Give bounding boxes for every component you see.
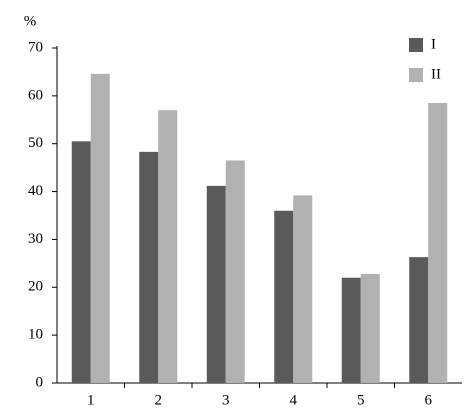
y-axis-label: % <box>24 13 37 29</box>
y-tick-label: 70 <box>28 39 43 55</box>
bar <box>293 195 313 383</box>
y-tick-label: 60 <box>28 87 43 103</box>
bar <box>428 103 448 384</box>
legend-label: II <box>431 66 441 82</box>
bar <box>274 210 294 383</box>
legend-swatch <box>409 68 423 82</box>
bar <box>409 257 429 383</box>
y-tick-label: 20 <box>28 279 43 295</box>
bar <box>158 110 178 383</box>
y-tick-label: 40 <box>28 183 43 199</box>
x-tick-label: 2 <box>155 392 163 408</box>
bar <box>139 151 159 383</box>
x-tick-label: 3 <box>222 392 230 408</box>
y-tick-label: 30 <box>28 231 43 247</box>
bar <box>225 160 245 383</box>
y-tick-label: 10 <box>28 327 43 343</box>
x-tick-label: 6 <box>425 392 433 408</box>
legend-swatch <box>409 38 423 52</box>
bar <box>90 73 110 383</box>
bar <box>71 141 91 383</box>
legend-label: I <box>431 36 436 52</box>
y-tick-label: 0 <box>36 374 44 390</box>
y-tick-label: 50 <box>28 135 43 151</box>
x-tick-label: 5 <box>357 392 365 408</box>
x-tick-label: 1 <box>87 392 95 408</box>
bar <box>206 185 226 383</box>
bar <box>341 277 361 383</box>
bar <box>360 273 380 383</box>
x-tick-label: 4 <box>290 392 298 408</box>
